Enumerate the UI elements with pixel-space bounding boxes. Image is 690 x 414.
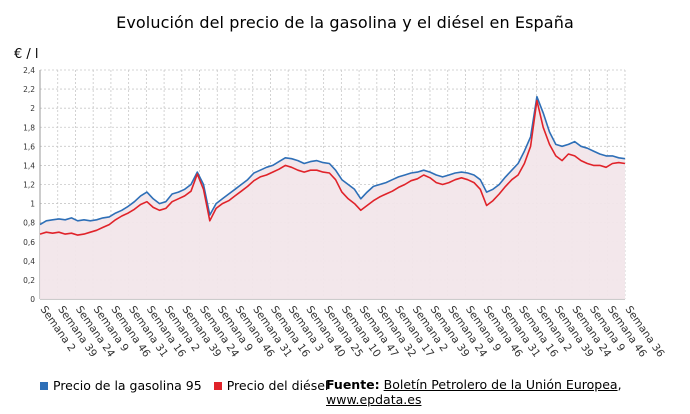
source-note: Fuente: Boletín Petrolero de la Unión Eu… <box>326 377 690 407</box>
y-tick-label: 1,2 <box>23 181 35 190</box>
area-under-gasolina <box>40 96 625 299</box>
legend-label-gasolina: Precio de la gasolina 95 <box>53 378 202 393</box>
y-tick-label: 0,8 <box>23 219 35 228</box>
legend-swatch-diesel <box>213 381 222 390</box>
y-axis-unit-label: € / l <box>14 47 39 62</box>
y-tick-label: 0 <box>30 295 35 304</box>
y-tick-label: 2,4 <box>23 66 35 75</box>
y-tick-label: 1,4 <box>23 161 35 170</box>
legend-swatch-gasolina <box>40 381 48 390</box>
y-tick-label: 1,8 <box>23 123 35 132</box>
y-tick-label: 2,2 <box>23 85 35 94</box>
y-tick-label: 1 <box>30 200 35 209</box>
source-separator: , <box>617 377 622 392</box>
series-lines <box>39 95 626 236</box>
series-line-diesel <box>39 99 626 236</box>
y-tick-label: 1,6 <box>23 142 35 151</box>
chart-title: Evolución del precio de la gasolina y el… <box>116 13 574 32</box>
source-link-boletin[interactable]: Boletín Petrolero de la Unión Europea <box>383 377 618 392</box>
source-link-epdata[interactable]: www.epdata.es <box>326 392 422 407</box>
y-tick-labels: 0 0,2 0,4 0,6 0,8 1 1,2 1,4 1,6 1,8 2 2,2 2,4 <box>23 66 35 304</box>
legend-item-gasolina[interactable]: Precio de la gasolina 95 <box>40 378 202 393</box>
series-line-gasolina <box>39 95 626 226</box>
legend-item-diesel[interactable]: Precio del diésel <box>213 378 329 393</box>
y-tick-label: 0,2 <box>23 276 35 285</box>
y-tick-label: 0,4 <box>23 257 35 266</box>
legend: Precio de la gasolina 95 Precio del diés… <box>40 378 340 393</box>
y-tick-label: 2 <box>30 104 35 113</box>
legend-label-diesel: Precio del diésel <box>226 378 329 393</box>
source-label: Fuente: <box>326 377 380 392</box>
area-fill <box>40 96 625 299</box>
y-tick-label: 0,6 <box>23 238 35 247</box>
